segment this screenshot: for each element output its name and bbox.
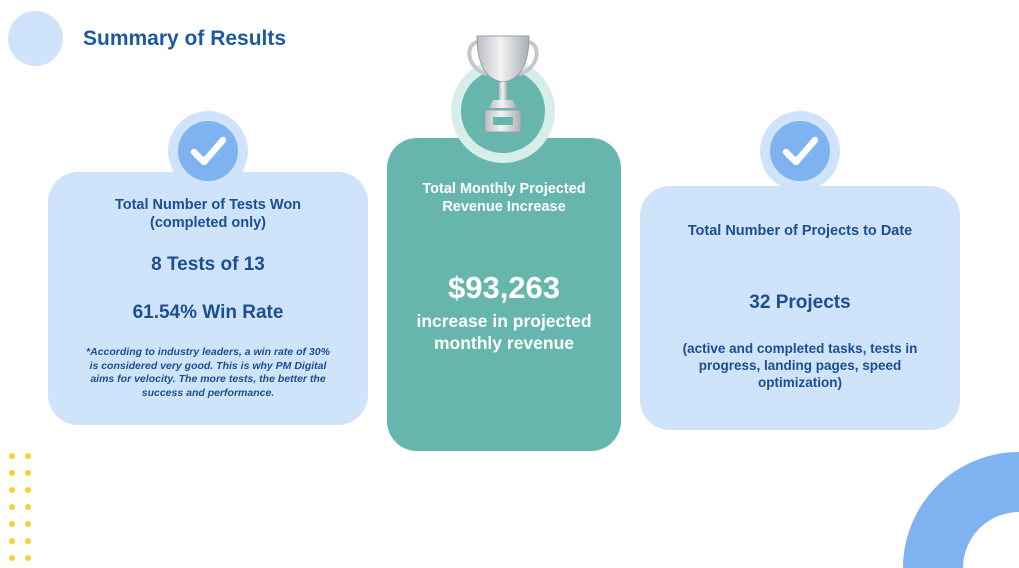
tests-won-card: Total Number of Tests Won (completed onl… xyxy=(48,172,368,425)
win-rate-note: *According to industry leaders, a win ra… xyxy=(86,346,330,399)
revenue-caption: increase in projected monthly revenue xyxy=(416,311,592,353)
projects-detail: (active and completed tasks, tests in pr… xyxy=(682,341,918,390)
revenue-label: Total Monthly Projected Revenue Increase xyxy=(422,181,586,215)
projects-count: 32 Projects xyxy=(749,292,851,313)
tests-won-count: 8 Tests of 13 xyxy=(151,254,265,275)
check-badge-right xyxy=(760,111,840,191)
projects-label: Total Number of Projects to Date xyxy=(687,223,913,239)
decorative-dots xyxy=(9,453,31,561)
win-rate: 61.54% Win Rate xyxy=(132,302,284,323)
check-badge-left xyxy=(168,111,248,191)
tests-won-label: Total Number of Tests Won (completed onl… xyxy=(114,197,302,231)
page-title: Summary of Results xyxy=(83,27,287,50)
check-icon xyxy=(782,136,819,166)
trophy-icon xyxy=(467,35,539,133)
check-icon xyxy=(190,136,227,166)
projects-card: Total Number of Projects to Date 32 Proj… xyxy=(640,186,960,430)
decorative-circle xyxy=(8,11,63,66)
revenue-card: Total Monthly Projected Revenue Increase… xyxy=(387,138,621,451)
decorative-arc xyxy=(903,452,1019,568)
revenue-amount: $93,263 xyxy=(447,270,561,305)
